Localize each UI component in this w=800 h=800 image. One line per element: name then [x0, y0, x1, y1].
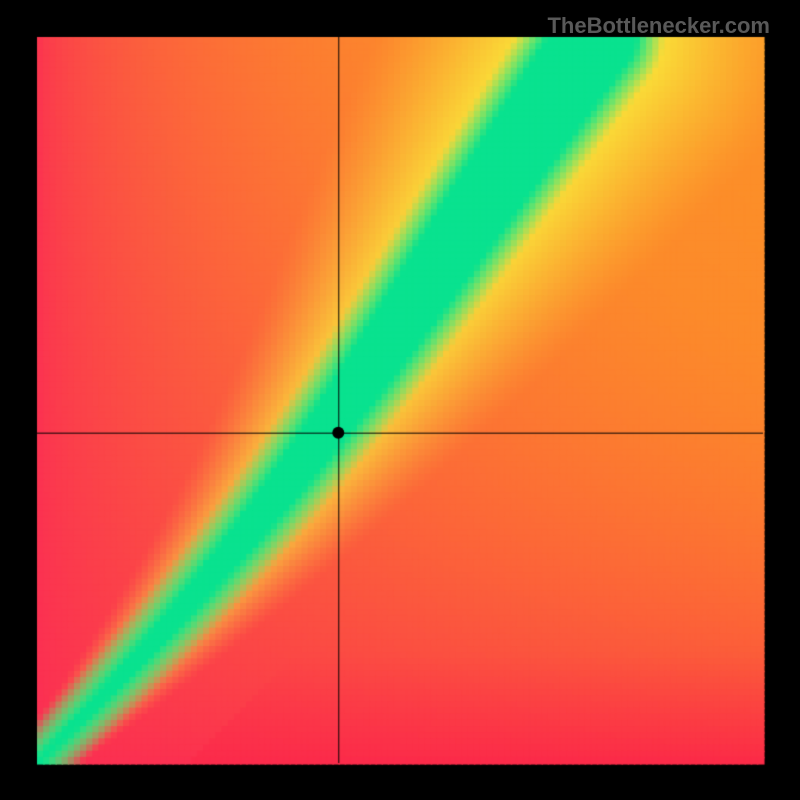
chart-container: TheBottlenecker.com — [0, 0, 800, 800]
heatmap-canvas — [0, 0, 800, 800]
